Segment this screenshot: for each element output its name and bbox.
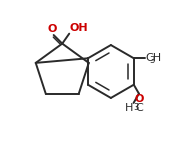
Text: OH: OH xyxy=(70,23,89,33)
Text: O: O xyxy=(48,24,57,34)
Text: 3: 3 xyxy=(149,56,155,65)
Text: O: O xyxy=(134,94,144,104)
Text: 3: 3 xyxy=(133,103,139,112)
Text: CH: CH xyxy=(145,53,161,63)
Text: C: C xyxy=(135,103,143,113)
Text: H: H xyxy=(124,103,133,113)
